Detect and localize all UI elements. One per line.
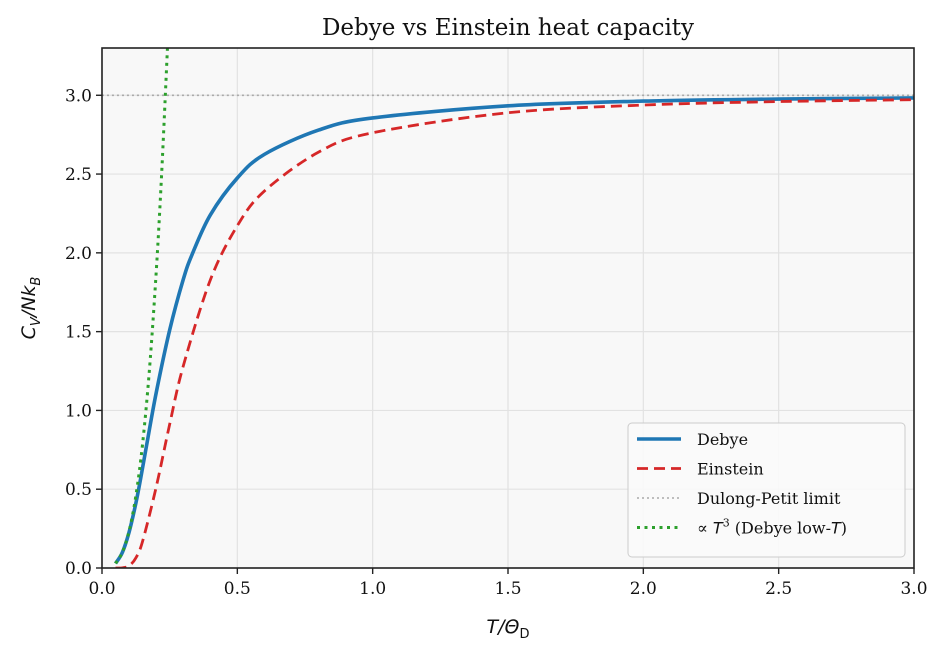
y-axis-label: CV/NkB bbox=[18, 277, 44, 340]
series-line--t-debye-low-t- bbox=[114, 48, 169, 565]
y-tick-label: 2.5 bbox=[65, 165, 92, 185]
y-tick-label: 1.0 bbox=[65, 401, 92, 421]
x-tick-label: 0.5 bbox=[224, 579, 251, 599]
x-tick-label: 1.0 bbox=[359, 579, 386, 599]
y-tick-label: 2.0 bbox=[65, 244, 92, 264]
ticks: 0.0 0.5 1.0 1.5 2.0 2.5 3.0 0.0 0.5 1.0 1.5 2.0 2.5 3… bbox=[65, 86, 928, 599]
x-tick-label: 1.5 bbox=[494, 579, 521, 599]
x-tick-label: 0.0 bbox=[88, 579, 115, 599]
legend-item: Dulong-Petit limit bbox=[637, 489, 841, 508]
y-tick-label: 0.0 bbox=[65, 559, 92, 579]
series-line-einstein bbox=[115, 98, 914, 568]
x-axis-label: T/ΘD bbox=[487, 616, 530, 642]
legend-label: ∝ T3 (Debye low-T) bbox=[697, 517, 847, 538]
x-tick-label: 2.5 bbox=[765, 579, 792, 599]
legend-item: Debye bbox=[637, 430, 748, 449]
y-tick-label: 1.5 bbox=[65, 323, 92, 343]
x-tick-label: 2.0 bbox=[630, 579, 657, 599]
legend-label: Dulong-Petit limit bbox=[697, 489, 841, 508]
legend-box bbox=[627, 422, 906, 558]
legend: Debye Einstein Dulong-Petit limit ∝ T3 (De… bbox=[627, 422, 906, 558]
x-tick-label: 3.0 bbox=[900, 579, 927, 599]
legend-item: Einstein bbox=[637, 460, 764, 479]
legend-item: ∝ T3 (Debye low-T) bbox=[637, 517, 847, 538]
legend-label: Einstein bbox=[697, 460, 764, 479]
chart-title: Debye vs Einstein heat capacity bbox=[322, 15, 694, 41]
series-lines bbox=[102, 48, 914, 568]
y-tick-label: 0.5 bbox=[65, 480, 92, 500]
legend-label: Debye bbox=[697, 430, 748, 449]
y-tick-label: 3.0 bbox=[65, 86, 92, 106]
